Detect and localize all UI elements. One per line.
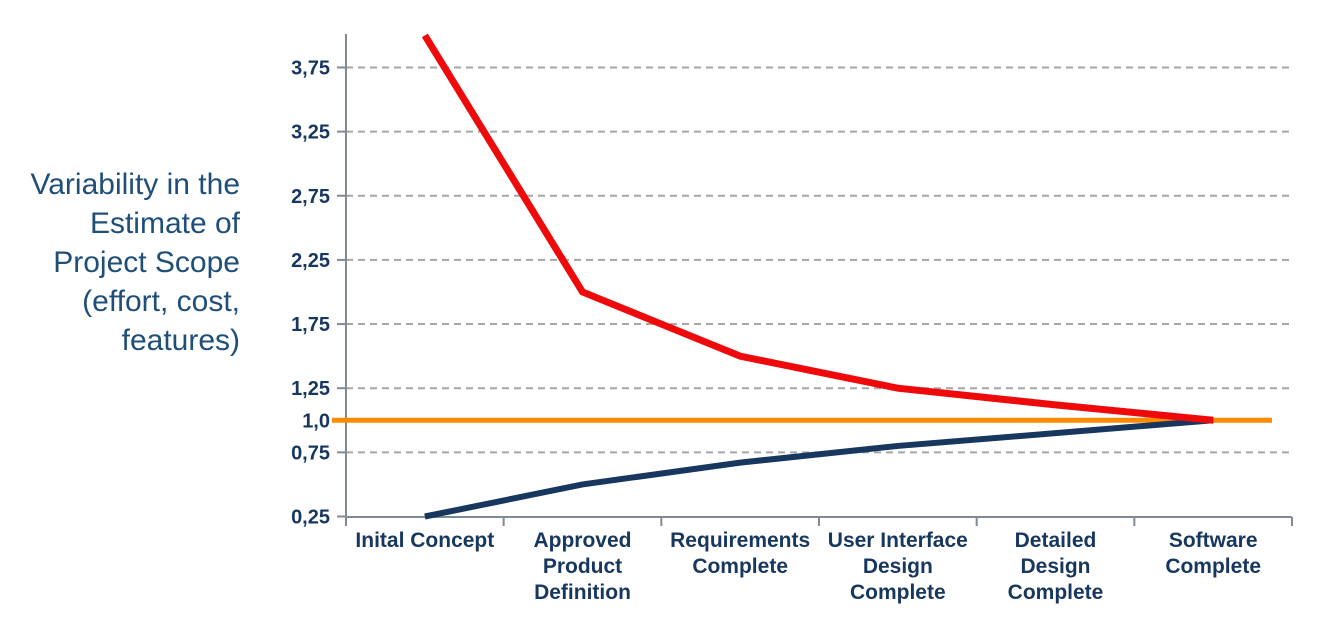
x-category-label: Inital Concept [355, 529, 494, 552]
y-axis-title-line: Variability in the [30, 168, 240, 201]
y-tick-label: 3,25 [291, 122, 330, 144]
x-category-label: Software Complete [1165, 529, 1261, 578]
x-category-label-line: Inital Concept [355, 529, 494, 552]
x-category-label-line: Complete [1165, 555, 1261, 578]
x-category-label-line: Design [863, 555, 933, 578]
x-category-label: User Interface Design Complete [828, 529, 968, 604]
x-category-label-line: Product [543, 555, 622, 578]
y-tick-label: 1,25 [291, 378, 330, 400]
x-category-label: Requirements Complete [670, 529, 810, 578]
series-line-high-estimate-bound [421, 33, 1214, 424]
y-tick-label: 2,75 [291, 186, 330, 208]
series-line-low-estimate-bound [424, 417, 1214, 520]
y-axis-title-line: (effort, cost, [82, 285, 240, 318]
y-axis-title: Variability in the Estimate of Project S… [0, 165, 240, 360]
x-category-label-line: Complete [850, 581, 946, 604]
x-category-label-line: Requirements [670, 529, 810, 552]
y-tick-label: 3,75 [291, 57, 330, 79]
x-category-label-line: Complete [1008, 581, 1104, 604]
x-category-label-line: Software [1169, 529, 1258, 552]
y-tick-label: 0,25 [291, 507, 330, 529]
x-category-label-line: Definition [534, 581, 631, 604]
x-category-label-line: Detailed [1015, 529, 1097, 552]
y-tick-label: 1,0 [302, 410, 330, 432]
y-axis-title-line: Project Scope [53, 246, 240, 279]
y-tick-label: 2,25 [291, 250, 330, 272]
x-category-label-line: User Interface [828, 529, 968, 552]
y-axis-title-line: Estimate of [89, 207, 240, 240]
x-category-label: Approved Product Definition [533, 529, 631, 604]
y-tick-label: 0,75 [291, 442, 330, 464]
x-category-label: Detailed Design Complete [1008, 529, 1104, 604]
x-category-label-line: Approved [533, 529, 631, 552]
y-axis-title-line: features) [121, 324, 240, 357]
y-tick-label: 1,75 [291, 314, 330, 336]
x-category-label-line: Complete [692, 555, 788, 578]
x-category-label-line: Design [1020, 555, 1090, 578]
